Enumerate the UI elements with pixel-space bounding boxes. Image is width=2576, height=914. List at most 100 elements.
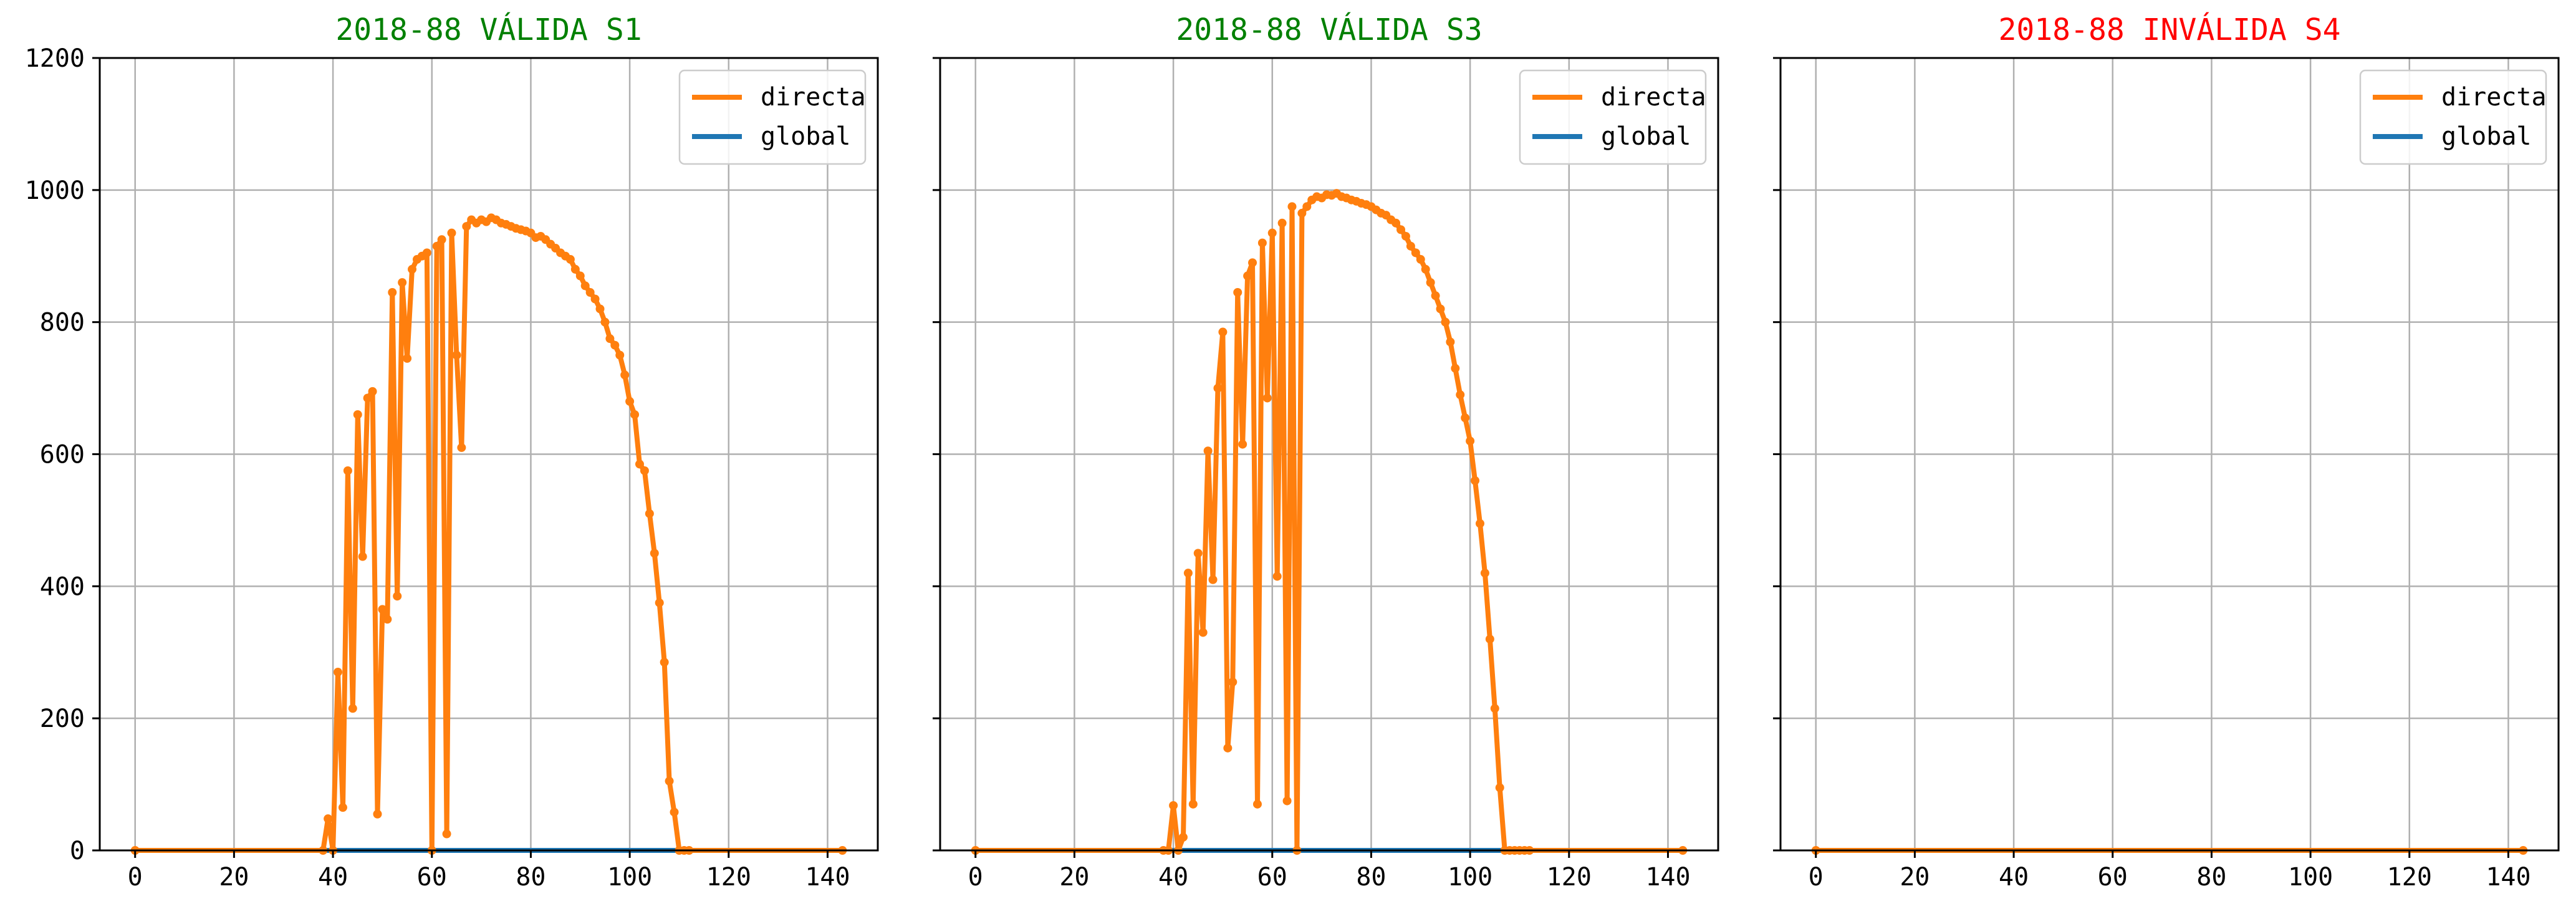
x-tick-label: 140 [1645,863,1690,892]
data-point-directa [403,354,412,363]
data-point-directa [1436,304,1445,314]
x-tick-label: 40 [1999,863,2029,892]
x-tick-label: 100 [2288,863,2333,892]
x-tick-label: 120 [1547,863,1592,892]
data-point-directa [1262,393,1272,403]
data-point-directa [570,264,580,274]
y-tick-label: 200 [40,705,85,733]
x-tick-label: 60 [417,863,447,892]
x-tick-label: 120 [706,863,751,892]
data-point-directa [1257,238,1267,248]
data-point-directa [660,658,669,667]
data-point-directa [452,350,461,360]
data-point-directa [640,466,649,475]
y-tick-label: 600 [40,441,85,469]
data-point-directa [343,466,352,475]
data-point-directa [1466,436,1475,446]
legend-label-directa: directa [2441,83,2547,112]
data-point-directa [600,317,610,327]
data-point-directa [1446,337,1455,347]
data-point-directa [1426,278,1435,287]
x-tick-label: 140 [805,863,850,892]
data-point-directa [625,397,635,406]
data-point-directa [1208,575,1218,584]
data-point-directa [1451,363,1460,373]
data-point-directa [1475,519,1484,528]
x-tick-label: 0 [1809,863,1824,892]
legend: directa global [1519,69,1707,165]
data-point-directa [1456,390,1465,400]
data-point-directa [1252,799,1262,809]
data-point-directa [432,241,441,251]
data-point-directa [1480,569,1489,578]
data-point-directa [635,459,644,469]
chart-title: 2018-88 VÁLIDA S3 [1176,12,1482,47]
data-point-directa [630,410,640,419]
data-point-directa [368,387,377,396]
y-tick-label: 800 [40,309,85,337]
data-point-directa [1228,677,1238,686]
data-point-directa [388,288,397,297]
data-point-directa [1495,783,1504,792]
data-point-directa [655,598,664,607]
data-point-directa [383,615,392,624]
data-point-directa [650,549,659,558]
data-point-directa [1287,202,1297,211]
x-tick-label: 100 [1448,863,1492,892]
data-point-directa [1471,476,1480,485]
data-point-directa [1238,440,1247,449]
data-point-directa [605,334,615,344]
data-point-directa [447,228,456,238]
data-point-directa [437,235,446,244]
data-point-directa [1203,446,1213,456]
y-tick-label: 400 [40,572,85,601]
data-point-directa [1267,228,1277,238]
data-point-directa [1302,202,1312,211]
data-point-directa [590,294,600,304]
data-point-directa [442,829,451,839]
data-point-directa [363,393,372,403]
legend-box [678,69,867,165]
data-point-directa [348,704,357,713]
x-tick-label: 140 [2486,863,2530,892]
x-tick-label: 40 [318,863,348,892]
data-point-directa [1490,704,1499,713]
data-point-directa [353,410,362,419]
data-point-directa [1297,208,1307,218]
data-point-directa [1401,231,1410,241]
data-point-directa [324,814,333,824]
data-point-directa [334,668,343,677]
data-point-directa [565,255,575,264]
x-tick-label: 80 [516,863,545,892]
data-point-directa [1233,288,1242,297]
data-point-directa [1248,258,1257,267]
data-point-directa [670,807,679,817]
legend-label-global: global [761,122,851,151]
legend-label-directa: directa [1601,83,1706,112]
data-point-directa [1218,327,1228,337]
chart-panel-1: 0 20 40 60 80 100 120 140 0 200 400 600 800 1000 1200 2… [25,12,879,892]
data-point-directa [393,592,402,601]
x-tick-label: 120 [2387,863,2432,892]
x-tick-label: 60 [1257,863,1287,892]
data-point-directa [1277,218,1287,228]
y-tick-label: 1000 [25,176,85,205]
data-point-directa [620,370,630,380]
data-point-directa [1391,218,1401,228]
legend: directa global [678,69,867,165]
data-point-directa [1461,413,1470,423]
x-tick-label: 20 [219,863,249,892]
data-point-directa [1188,799,1198,809]
data-point-directa [1223,743,1233,753]
data-point-directa [1183,569,1193,578]
legend-box [1519,69,1707,165]
data-point-directa [1411,248,1420,257]
legend-label-global: global [1601,122,1691,151]
data-point-directa [1421,264,1430,274]
data-point-directa [615,350,625,360]
data-point-directa [645,509,654,518]
data-point-directa [457,443,466,452]
data-point-directa [1243,271,1252,281]
data-point-directa [422,248,431,257]
